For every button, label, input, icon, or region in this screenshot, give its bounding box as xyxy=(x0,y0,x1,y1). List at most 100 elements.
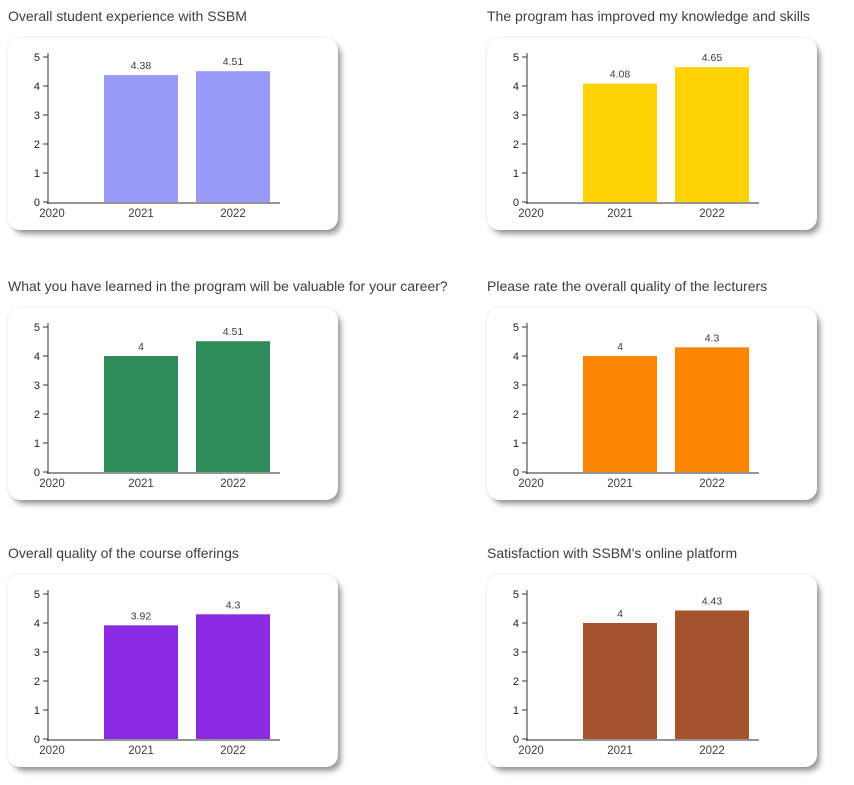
y-tick-label: 2 xyxy=(513,139,519,151)
chart-card: 0 1 2 3 4 5 2020 2021 4 2022 4.51 xyxy=(8,308,338,500)
bar xyxy=(583,623,657,739)
y-tick-label: 5 xyxy=(34,322,40,334)
bar-chart-online-platform: 0 1 2 3 4 5 2020 2021 4 2022 4.43 xyxy=(513,589,759,757)
y-tick-label: 3 xyxy=(34,110,40,122)
bar xyxy=(675,610,749,739)
bar-value-label: 4.51 xyxy=(223,56,244,68)
x-tick-label: 2021 xyxy=(607,208,633,220)
bar-value-label: 4.3 xyxy=(705,332,720,344)
y-tick-label: 4 xyxy=(34,351,40,363)
chart-panel-online-platform: Satisfaction with SSBM's online platform… xyxy=(487,543,854,767)
bar-chart-career-value: 0 1 2 3 4 5 2020 2021 4 2022 4.51 xyxy=(34,322,280,490)
x-tick-label: 2021 xyxy=(128,745,154,757)
bar-chart-knowledge-skills: 0 1 2 3 4 5 2020 2021 4.08 2022 4.65 xyxy=(513,52,759,220)
y-tick-label: 0 xyxy=(513,734,519,746)
x-tick-label: 2022 xyxy=(220,208,246,220)
x-tick-label: 2020 xyxy=(39,478,65,490)
y-tick-label: 5 xyxy=(513,589,519,601)
bar-value-label: 4 xyxy=(617,341,623,353)
bar-chart-student-experience: 0 1 2 3 4 5 2020 2021 4.38 2022 4.51 xyxy=(34,52,280,220)
y-tick-label: 0 xyxy=(34,467,40,479)
chart-title: Overall quality of the course offerings xyxy=(8,545,239,561)
y-tick-label: 4 xyxy=(513,81,519,93)
chart-card: 0 1 2 3 4 5 2020 2021 4 2022 4.43 xyxy=(487,575,817,767)
x-tick-label: 2021 xyxy=(607,478,633,490)
x-tick-label: 2022 xyxy=(699,208,725,220)
chart-title: Overall student experience with SSBM xyxy=(8,8,247,24)
x-tick-label: 2022 xyxy=(220,745,246,757)
y-tick-label: 3 xyxy=(34,380,40,392)
y-tick-label: 4 xyxy=(513,351,519,363)
y-tick-label: 0 xyxy=(34,197,40,209)
y-tick-label: 0 xyxy=(513,197,519,209)
y-tick-label: 1 xyxy=(513,438,519,450)
y-tick-label: 2 xyxy=(34,676,40,688)
x-tick-label: 2022 xyxy=(699,478,725,490)
chart-card: 0 1 2 3 4 5 2020 2021 4.08 2022 4.65 xyxy=(487,38,817,230)
bar xyxy=(196,341,270,472)
y-tick-label: 5 xyxy=(34,589,40,601)
y-tick-label: 3 xyxy=(513,110,519,122)
x-tick-label: 2021 xyxy=(128,478,154,490)
bar-value-label: 4 xyxy=(617,608,623,620)
x-tick-label: 2020 xyxy=(518,478,544,490)
x-tick-label: 2022 xyxy=(699,745,725,757)
bar xyxy=(583,83,657,202)
y-tick-label: 3 xyxy=(34,647,40,659)
y-tick-label: 1 xyxy=(34,168,40,180)
bar-value-label: 4.08 xyxy=(610,69,631,81)
chart-panel-career-value: What you have learned in the program wil… xyxy=(8,276,448,500)
x-tick-label: 2021 xyxy=(607,745,633,757)
x-tick-label: 2020 xyxy=(518,208,544,220)
chart-title: Satisfaction with SSBM's online platform xyxy=(487,545,738,561)
y-tick-label: 1 xyxy=(513,705,519,717)
bar-value-label: 4.65 xyxy=(702,52,723,64)
bar xyxy=(196,71,270,203)
y-tick-label: 4 xyxy=(34,81,40,93)
chart-panel-student-experience: Overall student experience with SSBM 0 1 2… xyxy=(8,6,428,230)
bar-value-label: 4.3 xyxy=(226,599,241,611)
y-tick-label: 2 xyxy=(513,676,519,688)
chart-title: Please rate the overall quality of the l… xyxy=(487,278,768,294)
x-tick-label: 2020 xyxy=(39,208,65,220)
y-tick-label: 3 xyxy=(513,647,519,659)
y-tick-label: 5 xyxy=(513,52,519,64)
chart-card: 0 1 2 3 4 5 2020 2021 4.38 2022 4.51 xyxy=(8,38,338,230)
y-tick-label: 2 xyxy=(34,139,40,151)
bar xyxy=(583,356,657,472)
y-tick-label: 1 xyxy=(34,438,40,450)
bar-value-label: 3.92 xyxy=(131,610,152,622)
bar-chart-lecturer-quality: 0 1 2 3 4 5 2020 2021 4 2022 4.3 xyxy=(513,322,759,490)
chart-card: 0 1 2 3 4 5 2020 2021 4 2022 4.3 xyxy=(487,308,817,500)
y-tick-label: 2 xyxy=(513,409,519,421)
bar xyxy=(104,625,178,739)
y-tick-label: 4 xyxy=(513,618,519,630)
bar-value-label: 4 xyxy=(138,341,144,353)
bar-value-label: 4.43 xyxy=(702,596,723,608)
bar xyxy=(196,614,270,739)
bar xyxy=(104,74,178,202)
bar xyxy=(675,67,749,203)
x-tick-label: 2020 xyxy=(518,745,544,757)
bar xyxy=(104,356,178,472)
y-tick-label: 4 xyxy=(34,618,40,630)
y-tick-label: 5 xyxy=(513,322,519,334)
x-tick-label: 2020 xyxy=(39,745,65,757)
chart-panel-knowledge-skills: The program has improved my knowledge an… xyxy=(487,6,854,230)
x-tick-label: 2022 xyxy=(220,478,246,490)
bar-value-label: 4.38 xyxy=(131,60,152,72)
y-tick-label: 0 xyxy=(34,734,40,746)
y-tick-label: 2 xyxy=(34,409,40,421)
x-tick-label: 2021 xyxy=(128,208,154,220)
chart-title: What you have learned in the program wil… xyxy=(8,278,448,294)
chart-panel-lecturer-quality: Please rate the overall quality of the l… xyxy=(487,276,854,500)
y-tick-label: 1 xyxy=(34,705,40,717)
bar xyxy=(675,347,749,472)
y-tick-label: 1 xyxy=(513,168,519,180)
bar-value-label: 4.51 xyxy=(223,326,244,338)
bar-chart-course-offerings: 0 1 2 3 4 5 2020 2021 3.92 2022 4.3 xyxy=(34,589,280,757)
y-tick-label: 3 xyxy=(513,380,519,392)
chart-card: 0 1 2 3 4 5 2020 2021 3.92 2022 4.3 xyxy=(8,575,338,767)
y-tick-label: 5 xyxy=(34,52,40,64)
